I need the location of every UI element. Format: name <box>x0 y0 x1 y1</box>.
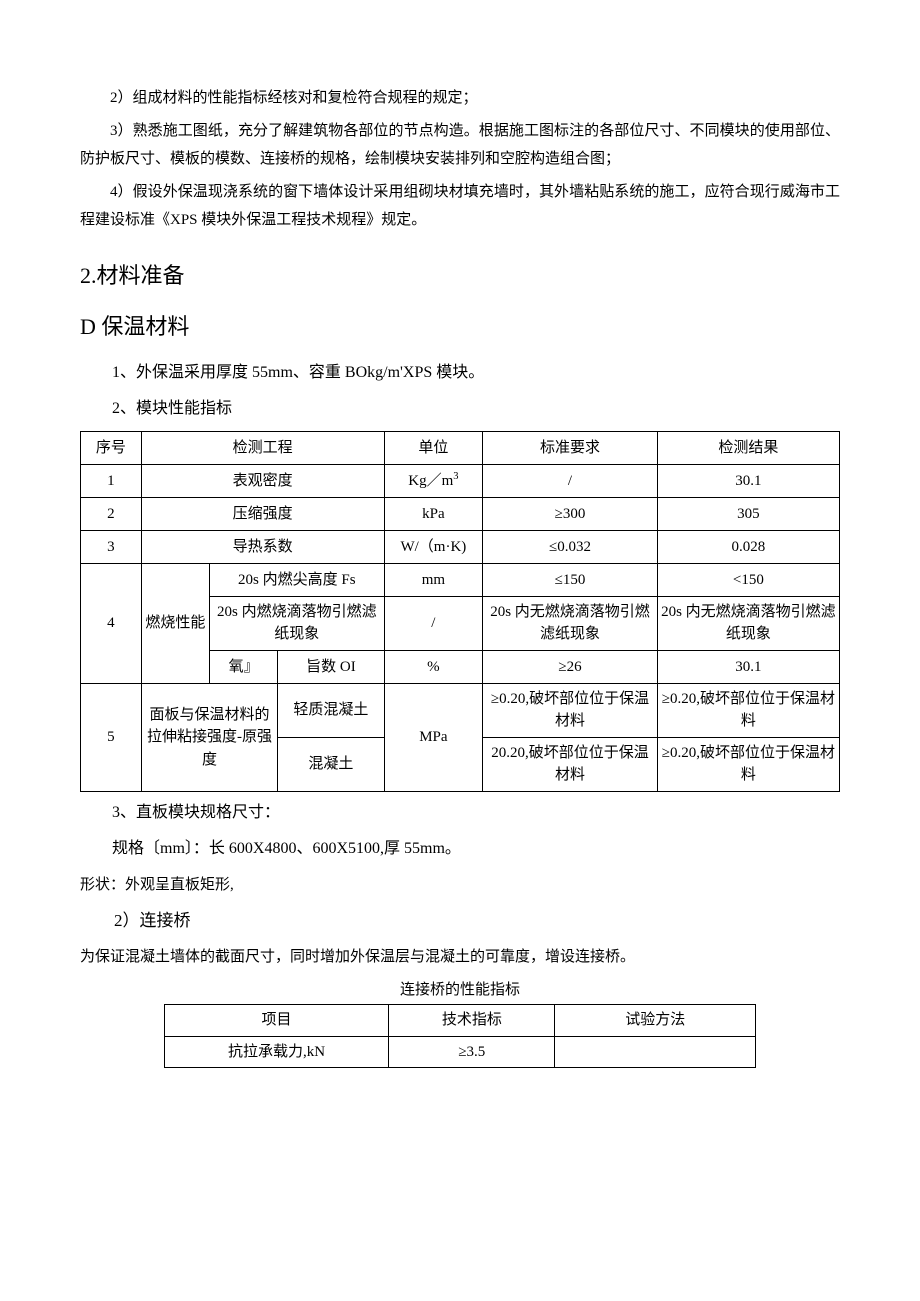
line-spec-3: 3、直板模块规格尺寸： <box>80 798 840 828</box>
cell-unit: W/（m·K) <box>384 530 483 563</box>
cell-res: 30.1 <box>657 650 839 683</box>
th-method: 试验方法 <box>555 1005 756 1037</box>
cell-res: <150 <box>657 563 839 596</box>
cell-name: 20s 内燃尖高度 Fs <box>210 563 385 596</box>
th-seq: 序号 <box>81 431 142 464</box>
cell-name-b: 旨数 OI <box>278 650 384 683</box>
cell-res: 305 <box>657 497 839 530</box>
cell-seq: 4 <box>81 563 142 683</box>
cell-std: ≤150 <box>483 563 658 596</box>
cell-name: 导热系数 <box>141 530 384 563</box>
cell-name-a: 氧』 <box>210 650 278 683</box>
cell-unit: / <box>384 596 483 650</box>
cell-name: 20s 内燃烧滴落物引燃滤纸现象 <box>210 596 385 650</box>
table-row: 1 表观密度 Kg／m3 / 30.1 <box>81 464 840 497</box>
table-row: 5 面板与保温材料的拉伸粘接强度-原强度 轻质混凝土 MPa ≥0.20,破坏部… <box>81 683 840 737</box>
table-header-row: 序号 检测工程 单位 标准要求 检测结果 <box>81 431 840 464</box>
module-performance-table: 序号 检测工程 单位 标准要求 检测结果 1 表观密度 Kg／m3 / 30.1… <box>80 431 840 792</box>
th-item: 项目 <box>164 1005 389 1037</box>
paragraph-4: 4）假设外保温现浇系统的窗下墙体设计采用组砌块材填充墙时，其外墙粘贴系统的施工，… <box>80 178 840 235</box>
cell-res: ≥0.20,破坏部位位于保温材料 <box>657 683 839 737</box>
th-unit: 单位 <box>384 431 483 464</box>
cell-unit: % <box>384 650 483 683</box>
cell-seq: 5 <box>81 683 142 791</box>
cell-group: 面板与保温材料的拉伸粘接强度-原强度 <box>141 683 278 791</box>
table-row: 2 压缩强度 kPa ≥300 305 <box>81 497 840 530</box>
th-standard: 标准要求 <box>483 431 658 464</box>
bridge-heading: 2）连接桥 <box>80 905 840 937</box>
line-spec-1: 1、外保温采用厚度 55mm、容重 BOkg/m'XPS 模块。 <box>80 358 840 388</box>
cell-seq: 3 <box>81 530 142 563</box>
line-spec-2: 2、模块性能指标 <box>80 394 840 424</box>
cell-std: / <box>483 464 658 497</box>
cell-name: 混凝土 <box>278 737 384 791</box>
cell-unit: MPa <box>384 683 483 791</box>
bridge-desc: 为保证混凝土墙体的截面尺寸，同时增加外保温层与混凝土的可靠度，增设连接桥。 <box>80 943 840 972</box>
heading-material-prep: 2.材料准备 <box>80 255 840 297</box>
th-project: 检测工程 <box>141 431 384 464</box>
cell-group: 燃烧性能 <box>141 563 209 683</box>
cell-seq: 1 <box>81 464 142 497</box>
cell-std: ≤0.032 <box>483 530 658 563</box>
cell-unit: kPa <box>384 497 483 530</box>
bridge-table-caption: 连接桥的性能指标 <box>80 976 840 1005</box>
cell-method <box>555 1036 756 1068</box>
cell-unit: mm <box>384 563 483 596</box>
cell-std: ≥0.20,破坏部位位于保温材料 <box>483 683 658 737</box>
th-result: 检测结果 <box>657 431 839 464</box>
cell-res: 0.028 <box>657 530 839 563</box>
cell-res: 30.1 <box>657 464 839 497</box>
cell-val: ≥3.5 <box>389 1036 555 1068</box>
table-row: 3 导热系数 W/（m·K) ≤0.032 0.028 <box>81 530 840 563</box>
cell-res: 20s 内无燃烧滴落物引燃滤纸现象 <box>657 596 839 650</box>
cell-res: ≥0.20,破坏部位位于保温材料 <box>657 737 839 791</box>
cell-unit: Kg／m3 <box>384 464 483 497</box>
cell-name: 压缩强度 <box>141 497 384 530</box>
shape-line: 形状：外观呈直板矩形, <box>80 871 840 900</box>
cell-std: ≥26 <box>483 650 658 683</box>
table-header-row: 项目 技术指标 试验方法 <box>164 1005 756 1037</box>
cell-std: 20.20,破坏部位位于保温材料 <box>483 737 658 791</box>
cell-item: 抗拉承载力,kN <box>164 1036 389 1068</box>
paragraph-2: 2）组成材料的性能指标经核对和复检符合规程的规定； <box>80 84 840 113</box>
cell-std: ≥300 <box>483 497 658 530</box>
table-row: 抗拉承载力,kN ≥3.5 <box>164 1036 756 1068</box>
spec-line: 规格〔mm〕：长 600X4800、600X5100,厚 55mm。 <box>80 834 840 864</box>
table-row: 4 燃烧性能 20s 内燃尖高度 Fs mm ≤150 <150 <box>81 563 840 596</box>
cell-name: 轻质混凝土 <box>278 683 384 737</box>
heading-insulation: D 保温材料 <box>80 306 840 348</box>
cell-seq: 2 <box>81 497 142 530</box>
bridge-performance-table: 项目 技术指标 试验方法 抗拉承载力,kN ≥3.5 <box>164 1004 757 1068</box>
paragraph-3: 3）熟悉施工图纸，充分了解建筑物各部位的节点构造。根据施工图标注的各部位尺寸、不… <box>80 117 840 174</box>
cell-name: 表观密度 <box>141 464 384 497</box>
th-tech: 技术指标 <box>389 1005 555 1037</box>
cell-std: 20s 内无燃烧滴落物引燃滤纸现象 <box>483 596 658 650</box>
